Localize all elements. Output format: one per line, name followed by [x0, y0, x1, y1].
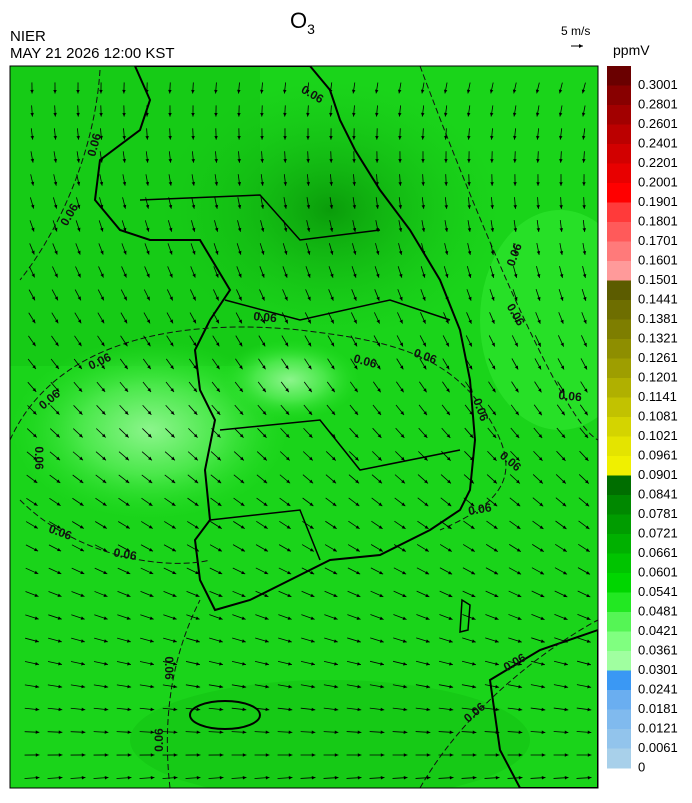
- colorbar-box: [607, 651, 631, 671]
- colorbar-box: [607, 573, 631, 593]
- colorbar-box: [607, 203, 631, 223]
- colorbar-box: [607, 437, 631, 457]
- colorbar-label: 0.1321: [638, 330, 678, 345]
- shade: [130, 680, 530, 798]
- colorbar-label: 0.0241: [638, 681, 678, 696]
- colorbar-label: 0.3001: [638, 77, 678, 92]
- wind-scale-head: [579, 44, 583, 48]
- colorbar-label: 0.1801: [638, 213, 678, 228]
- colorbar-label: 0.1201: [638, 369, 678, 384]
- colorbar-label: 0.0841: [638, 486, 678, 501]
- colorbar-label: 0.0661: [638, 545, 678, 560]
- colorbar: 0.3001 0.2801 0.2601 0.2401 0.2201 0.2001 0.19…: [607, 66, 678, 774]
- colorbar-label: 0.1261: [638, 350, 678, 365]
- contour-label: 0.06: [253, 309, 278, 325]
- wind-scale-label: 5 m/s: [561, 24, 590, 38]
- colorbar-label: 0.0481: [638, 603, 678, 618]
- colorbar-label: 0.1701: [638, 233, 678, 248]
- map: 0.060.060.060.060.060.060.060.060.060.06…: [10, 66, 640, 798]
- colorbar-label: 0.0961: [638, 447, 678, 462]
- colorbar-label: 0.1081: [638, 408, 678, 423]
- colorbar-box: [607, 456, 631, 476]
- colorbar-box: [607, 749, 631, 769]
- contour-label: 0.06: [558, 388, 583, 404]
- colorbar-label: 0: [638, 759, 645, 774]
- colorbar-box: [607, 144, 631, 164]
- colorbar-box: [607, 632, 631, 652]
- colorbar-label: 0.0541: [638, 584, 678, 599]
- unit: ppmV: [613, 42, 650, 58]
- colorbar-box: [607, 495, 631, 515]
- colorbar-label: 0.0121: [638, 720, 678, 735]
- contour-label: 0.06: [152, 728, 166, 752]
- colorbar-label: 0.1601: [638, 252, 678, 267]
- contour-label: 0.06: [162, 656, 176, 680]
- colorbar-label: 0.0901: [638, 467, 678, 482]
- colorbar-box: [607, 690, 631, 710]
- colorbar-box: [607, 183, 631, 203]
- colorbar-box: [607, 300, 631, 320]
- colorbar-label: 0.2201: [638, 155, 678, 170]
- timestamp: MAY 21 2026 12:00 KST: [10, 45, 175, 62]
- colorbar-label: 0.2401: [638, 135, 678, 150]
- title-subscript: 3: [307, 21, 315, 37]
- colorbar-label: 0.0781: [638, 506, 678, 521]
- colorbar-box: [607, 125, 631, 145]
- colorbar-box: [607, 729, 631, 749]
- colorbar-box: [607, 710, 631, 730]
- colorbar-label: 0.1021: [638, 428, 678, 443]
- title: O3: [290, 8, 315, 37]
- colorbar-label: 0.0301: [638, 662, 678, 677]
- colorbar-label: 0.0061: [638, 740, 678, 755]
- colorbar-box: [607, 66, 631, 86]
- colorbar-label: 0.0421: [638, 623, 678, 638]
- colorbar-box: [607, 222, 631, 242]
- colorbar-label: 0.1141: [638, 389, 677, 404]
- colorbar-box: [607, 320, 631, 340]
- colorbar-label: 0.2801: [638, 96, 678, 111]
- colorbar-box: [607, 359, 631, 379]
- colorbar-box: [607, 476, 631, 496]
- colorbar-box: [607, 105, 631, 125]
- colorbar-label: 0.2001: [638, 174, 678, 189]
- colorbar-box: [607, 593, 631, 613]
- agency: NIER: [10, 28, 46, 45]
- colorbar-box: [607, 417, 631, 437]
- colorbar-label: 0.0601: [638, 564, 678, 579]
- colorbar-label: 0.0361: [638, 642, 678, 657]
- title-text: O: [290, 8, 307, 33]
- colorbar-box: [607, 398, 631, 418]
- colorbar-label: 0.1381: [638, 311, 678, 326]
- colorbar-box: [607, 534, 631, 554]
- colorbar-box: [607, 554, 631, 574]
- colorbar-box: [607, 612, 631, 632]
- colorbar-label: 0.2601: [638, 116, 678, 131]
- colorbar-label: 0.1501: [638, 272, 678, 287]
- colorbar-label: 0.0181: [638, 701, 678, 716]
- shade: [220, 340, 360, 420]
- colorbar-box: [607, 671, 631, 691]
- colorbar-box: [607, 261, 631, 281]
- colorbar-box: [607, 86, 631, 106]
- colorbar-label: 0.0721: [638, 525, 678, 540]
- colorbar-box: [607, 515, 631, 535]
- colorbar-box: [607, 281, 631, 301]
- contour-label: 0.06: [32, 446, 46, 470]
- colorbar-box: [607, 242, 631, 262]
- colorbar-box: [607, 164, 631, 184]
- colorbar-label: 0.1901: [638, 194, 678, 209]
- colorbar-label: 0.1441: [638, 291, 678, 306]
- colorbar-box: [607, 339, 631, 359]
- colorbar-box: [607, 378, 631, 398]
